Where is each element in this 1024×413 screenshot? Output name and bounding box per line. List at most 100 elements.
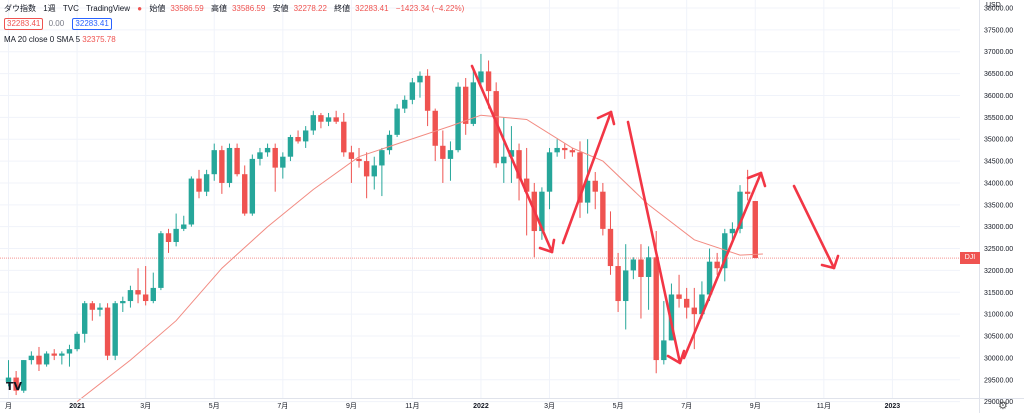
- candle-body: [325, 117, 332, 122]
- candle-body: [615, 266, 621, 302]
- x-tick-label: 9月: [346, 402, 357, 410]
- candle-body: [97, 307, 103, 310]
- candle-body: [5, 377, 12, 382]
- candle-body: [470, 82, 477, 124]
- change-value: −1423.34 (−4.22%): [395, 4, 465, 13]
- y-tick-label: 33500.00: [984, 202, 1013, 209]
- symbol-title[interactable]: ダウ指数: [4, 4, 36, 13]
- arrow-down-2-head: [666, 349, 686, 365]
- candle-body: [546, 152, 553, 192]
- brand-label: TradingView: [86, 4, 131, 13]
- candle-body: [348, 152, 355, 159]
- currency-label[interactable]: USD: [986, 2, 1001, 9]
- candle-body: [577, 152, 583, 203]
- candle-body: [661, 340, 667, 361]
- candle-body: [386, 134, 393, 151]
- candle-body: [28, 355, 35, 361]
- close-label: 終値: [334, 4, 351, 13]
- arrow-down-1-head: [538, 238, 556, 254]
- candle-body: [600, 191, 606, 229]
- close-value: 32283.41: [355, 4, 389, 13]
- buy-button[interactable]: 32283.41: [72, 18, 112, 30]
- candle-body: [310, 115, 316, 131]
- y-tick-label: 38000.00: [984, 6, 1013, 13]
- candle-body: [371, 165, 377, 177]
- candle-body: [165, 233, 172, 242]
- candle-body: [523, 178, 530, 192]
- current-price-badge: DJI: [960, 252, 980, 265]
- candle-body: [516, 150, 522, 179]
- candle-body: [402, 99, 408, 109]
- candle-body: [226, 147, 233, 183]
- candle-body: [112, 303, 118, 356]
- x-tick-label: 7月: [277, 402, 288, 410]
- ma-line: [76, 114, 763, 402]
- candle-body: [158, 233, 164, 288]
- candle-body: [379, 150, 385, 166]
- spread-value: 0.00: [48, 19, 65, 28]
- candle-body: [333, 117, 339, 122]
- candle-body: [188, 178, 195, 225]
- arrow-annotations: [470, 64, 840, 365]
- candle-body: [363, 161, 370, 177]
- candle-body: [752, 201, 758, 259]
- candle-body: [645, 257, 652, 277]
- high-label: 高値: [210, 4, 227, 13]
- y-tick-label: 35500.00: [984, 115, 1013, 122]
- candle-body: [394, 108, 400, 135]
- y-tick-label: 29500.00: [984, 377, 1013, 384]
- x-tick-label: 11月: [405, 402, 419, 410]
- candle-body: [43, 353, 50, 365]
- candle-body: [219, 150, 225, 183]
- candle-body: [150, 287, 156, 302]
- candle-body: [234, 147, 240, 175]
- open-value: 33586.59: [170, 4, 204, 13]
- y-tick-label: 31000.00: [984, 312, 1013, 319]
- candle-body: [13, 377, 19, 391]
- candle-body: [120, 301, 126, 304]
- candle-body: [242, 174, 248, 214]
- candle-body: [135, 290, 141, 295]
- interval-label[interactable]: 1週: [43, 4, 56, 13]
- candle-body: [539, 191, 545, 232]
- arrow-down-3-head: [820, 254, 840, 270]
- candle-body: [424, 75, 431, 111]
- indicator-label[interactable]: MA 20 close 0 SMA 5: [4, 35, 81, 44]
- candle-body: [295, 137, 301, 142]
- candlestick-series: [5, 53, 758, 396]
- candle-body: [280, 156, 286, 168]
- candle-body: [562, 147, 568, 151]
- y-tick-label: 31500.00: [984, 290, 1013, 297]
- sell-button[interactable]: 32283.41: [4, 18, 44, 30]
- indicator-legend[interactable]: MA 20 close 0 SMA 5 32375.78: [4, 35, 116, 44]
- candle-body: [272, 147, 278, 168]
- candle-body: [584, 180, 591, 203]
- candle-body: [737, 191, 743, 229]
- x-tick-label: 11月: [817, 402, 831, 410]
- candle-body: [51, 353, 57, 356]
- chart-grid: [0, 0, 960, 403]
- candle-body: [554, 147, 560, 153]
- y-tick-label: 30500.00: [984, 334, 1013, 341]
- trade-buttons: 32283.41 0.00 32283.41: [4, 18, 115, 30]
- candle-body: [722, 233, 728, 269]
- candle-body: [89, 303, 96, 310]
- y-tick-label: 33000.00: [984, 224, 1013, 231]
- tradingview-logo[interactable]: TV: [6, 380, 23, 393]
- candle-body: [455, 86, 461, 151]
- price-axis: 29000.00 29500.00 30000.00 30500.00 31000.00…: [984, 6, 1013, 407]
- candle-body: [683, 298, 690, 308]
- x-tick-label: 2021: [69, 403, 85, 410]
- candle-body: [744, 191, 751, 194]
- y-tick-label: 34500.00: [984, 159, 1013, 166]
- indicator-value: 32375.78: [82, 35, 116, 44]
- candle-body: [21, 360, 27, 391]
- y-tick-label: 30000.00: [984, 355, 1013, 362]
- candle-body: [463, 86, 469, 124]
- candle-body: [264, 147, 271, 153]
- candle-body: [203, 174, 210, 192]
- x-tick-label: 5月: [209, 402, 220, 410]
- gear-icon[interactable]: ⚙: [998, 400, 1008, 412]
- candle-body: [699, 294, 705, 315]
